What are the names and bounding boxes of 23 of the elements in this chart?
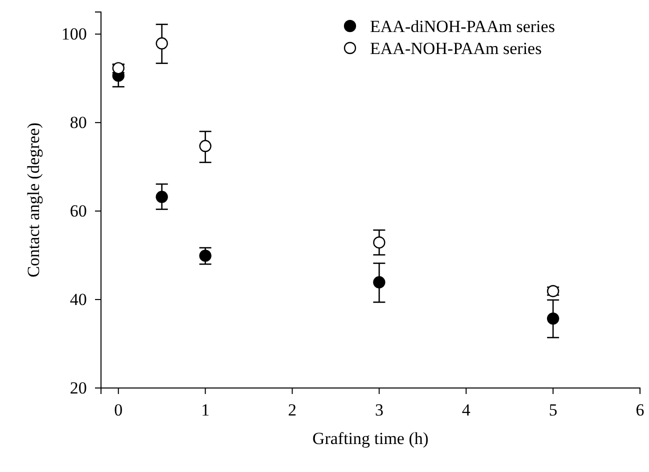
- legend-label: EAA-NOH-PAAm series: [370, 39, 542, 58]
- point: [199, 250, 212, 262]
- point: [546, 312, 560, 325]
- point: [199, 140, 212, 152]
- y-axis-title: Contact angle (degree): [24, 122, 43, 278]
- x-tick-label: 0: [114, 400, 123, 420]
- x-tick-label: 5: [548, 400, 558, 420]
- y-tick-label: 100: [61, 24, 87, 44]
- x-tick-label: 1: [201, 400, 210, 420]
- legend-label: EAA-diNOH-PAAm series: [370, 17, 555, 36]
- x-tick-label: 4: [462, 400, 471, 420]
- y-tick-label: 20: [70, 378, 87, 398]
- y-tick-label: 40: [70, 290, 87, 309]
- x-tick-label: 3: [374, 400, 384, 420]
- point: [373, 236, 386, 249]
- y-tick-label: 60: [70, 202, 87, 220]
- point: [156, 190, 168, 203]
- point: [156, 37, 168, 50]
- x-axis-title: Grafting time (h): [312, 429, 429, 448]
- x-tick-label: 6: [636, 400, 644, 420]
- x-tick-label: 2: [288, 400, 297, 420]
- y-tick-label: 80: [70, 113, 87, 132]
- point: [373, 276, 386, 288]
